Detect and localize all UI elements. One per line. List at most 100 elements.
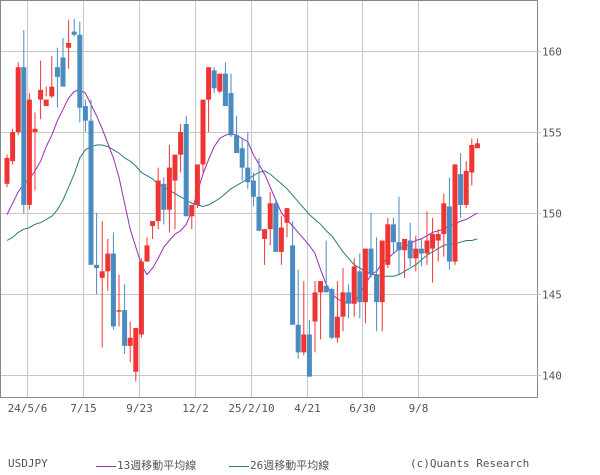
candle-body <box>357 271 363 303</box>
candle-body <box>245 167 251 183</box>
candle-body <box>262 229 268 239</box>
candle-body <box>150 221 156 226</box>
candle-body <box>273 203 279 252</box>
legend-ma13: 13週移動平均線 <box>96 457 196 473</box>
candle-body <box>407 240 413 259</box>
candles <box>4 18 480 382</box>
candle-body <box>211 70 217 89</box>
candle-body <box>116 310 122 312</box>
candle-body <box>105 253 111 272</box>
candle-body <box>60 57 66 87</box>
candle-body <box>88 120 94 265</box>
x-tick-label: 12/2 <box>182 402 209 415</box>
candle-body <box>402 238 408 251</box>
x-tick-label: 9/23 <box>126 402 153 415</box>
candle-body <box>66 42 72 48</box>
candle-body <box>306 334 312 377</box>
candle-body <box>351 266 357 304</box>
candle-body <box>110 253 116 327</box>
candle-body <box>312 292 318 322</box>
candle-body <box>334 316 340 338</box>
ma26-label: 26週移動平均線 <box>250 459 330 472</box>
candle-body <box>222 73 228 107</box>
candle-body <box>178 132 184 155</box>
candle-body <box>10 132 16 162</box>
candle-body <box>21 67 27 205</box>
candle-body <box>346 292 352 304</box>
candle-body <box>362 248 368 303</box>
candle-body <box>127 337 133 346</box>
candle-body <box>43 99 49 107</box>
candle-body <box>368 248 374 275</box>
candle-body <box>441 203 447 235</box>
candle-body <box>161 183 167 210</box>
copyright: (c)Quants Research <box>410 457 530 470</box>
candle-body <box>133 328 139 372</box>
candle-body <box>138 261 144 335</box>
candle-body <box>329 289 335 338</box>
x-tick-label: 4/21 <box>294 402 321 415</box>
candle-body <box>295 324 301 353</box>
candle-body <box>217 73 223 92</box>
candle-body <box>463 170 469 205</box>
y-tick-label: 150 <box>542 208 562 221</box>
candle-body <box>413 248 419 259</box>
candle-body <box>396 242 402 251</box>
candle-body <box>452 164 458 262</box>
ma13-swatch <box>96 465 116 467</box>
candle-body <box>32 128 38 132</box>
x-tick-label: 7/15 <box>70 402 97 415</box>
candle-body <box>469 144 475 173</box>
ma13-label: 13週移動平均線 <box>117 459 197 472</box>
candle-body <box>234 135 240 154</box>
candle-body <box>267 203 273 230</box>
candle-body <box>26 99 32 205</box>
candle-body <box>38 89 44 100</box>
candle-body <box>200 99 206 165</box>
candle-body <box>340 292 346 317</box>
legend-ma26: 26週移動平均線 <box>229 457 329 473</box>
candle-body <box>250 180 256 197</box>
candle-body <box>390 224 396 243</box>
x-tick-label: 9/8 <box>409 402 429 415</box>
candle-body <box>379 240 385 303</box>
x-axis-ticks: 24/5/6 7/15 9/23 12/2 25/2/10 4/21 6/30 9/8 <box>8 402 429 415</box>
candle-body <box>71 31 77 35</box>
candle-body <box>239 148 245 168</box>
legend-symbol: USDJPY <box>8 457 48 470</box>
ma26-line <box>6 144 478 277</box>
candle-body <box>194 164 200 205</box>
candle-body <box>418 248 424 254</box>
candle-body <box>94 264 100 269</box>
candle-body <box>458 174 464 205</box>
candle-body <box>301 334 307 353</box>
candle-body <box>4 157 10 184</box>
candle-body <box>206 67 212 100</box>
candle-body <box>256 196 262 231</box>
candle-body <box>99 271 105 278</box>
candle-body <box>122 310 128 346</box>
candle-body <box>189 204 195 217</box>
candle-body <box>77 34 83 108</box>
candle-body <box>374 274 380 303</box>
y-tick-label: 155 <box>542 127 562 140</box>
candle-body <box>166 167 172 210</box>
candle-body <box>172 154 178 181</box>
y-tick-label: 145 <box>542 289 562 302</box>
candle-body <box>54 67 60 77</box>
candle-body <box>446 206 452 262</box>
candle-body <box>284 208 290 223</box>
candle-body <box>82 106 88 121</box>
x-tick-label: 6/30 <box>349 402 376 415</box>
y-tick-label: 140 <box>542 370 562 383</box>
candle-body <box>49 86 55 97</box>
candle-body <box>385 224 391 265</box>
candle-body <box>155 180 161 222</box>
plot-border <box>0 0 538 398</box>
candle-body <box>144 245 150 262</box>
candle-body <box>430 234 436 249</box>
candle-body <box>435 234 441 241</box>
y-axis-ticks: 140 145 150 155 160 <box>537 46 562 383</box>
candlestick-chart: 140 145 150 155 160 24/5/6 7/15 9/23 12/2 25/2/1… <box>0 0 562 415</box>
candle-body <box>318 281 324 293</box>
